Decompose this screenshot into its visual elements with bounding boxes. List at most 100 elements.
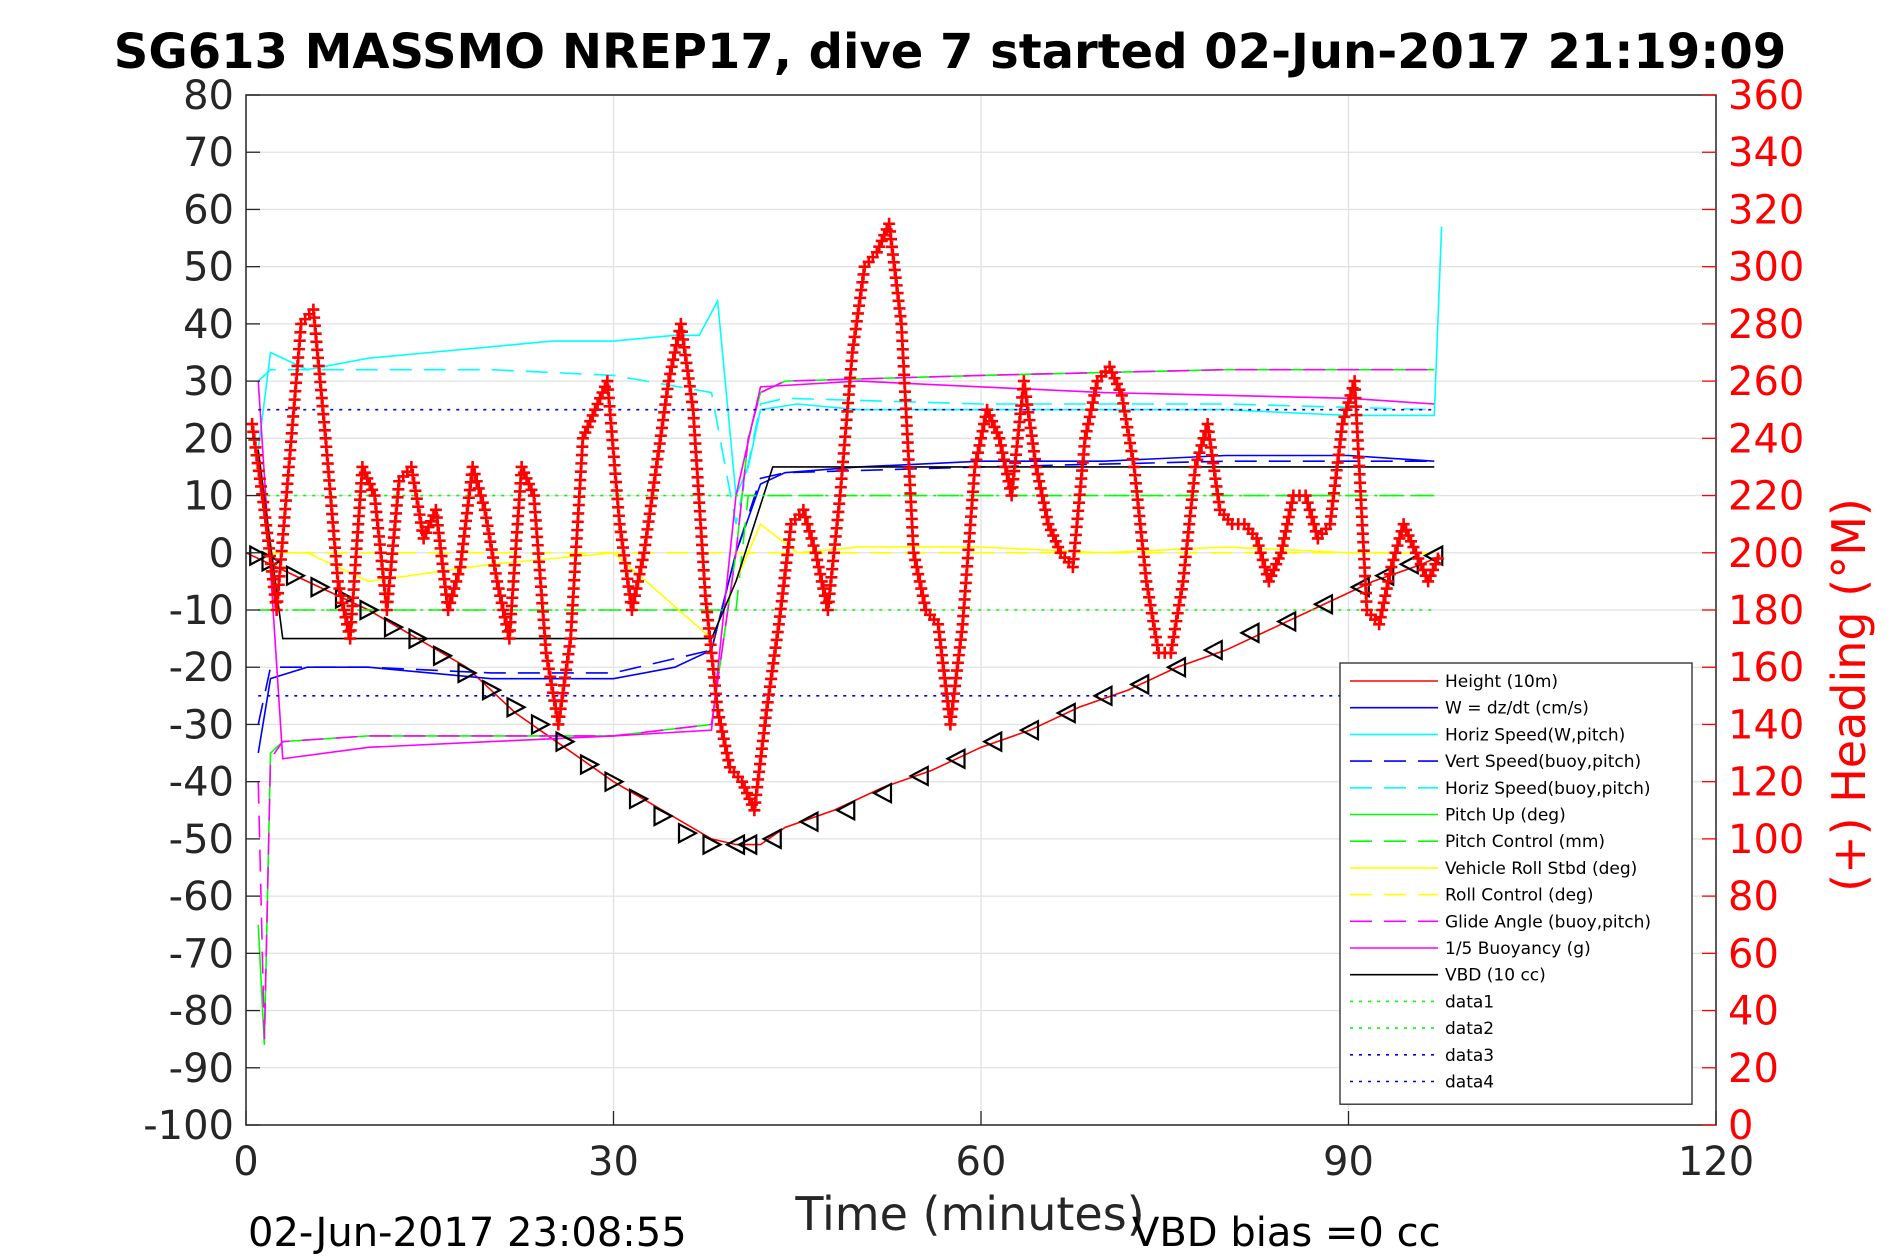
height-marker	[1239, 622, 1260, 644]
heading-marker	[1346, 382, 1359, 395]
y-right-tick-label: 60	[1728, 931, 1779, 977]
series-line	[257, 454, 1435, 754]
heading-marker	[481, 519, 494, 532]
heading-marker	[1108, 372, 1121, 385]
series-lines	[245, 226, 1443, 1045]
height-marker	[761, 828, 782, 850]
heading-marker	[591, 398, 604, 410]
heading-marker	[1103, 360, 1116, 373]
y-left-tick-label: 50	[183, 245, 234, 291]
heading-marker	[405, 460, 418, 473]
heading-marker	[1307, 518, 1320, 531]
y-left-tick-label: 40	[183, 302, 234, 348]
heading-marker	[875, 234, 888, 247]
heading-marker	[1256, 553, 1269, 566]
x-axis-label: Time (minutes)	[794, 1187, 1144, 1241]
heading-marker	[1080, 425, 1093, 438]
heading-marker	[1141, 583, 1154, 596]
height-markers	[249, 544, 1444, 856]
height-marker	[249, 544, 270, 567]
height-marker	[530, 713, 552, 736]
height-marker	[653, 805, 674, 827]
heading-marker	[1404, 535, 1417, 548]
heading-marker	[1338, 410, 1351, 423]
heading-marker	[1407, 541, 1420, 554]
heading-marker	[1276, 539, 1289, 552]
heading-marker	[1171, 607, 1184, 620]
heading-marker	[1197, 432, 1210, 445]
heading-marker	[986, 415, 999, 428]
heading-marker	[495, 596, 508, 609]
heading-marker	[1342, 396, 1355, 409]
legend-label: data1	[1445, 992, 1494, 1012]
heading-marker	[633, 568, 646, 581]
heading-marker	[584, 415, 597, 428]
heading-marker	[420, 526, 433, 539]
heading-marker	[983, 409, 996, 422]
y-left-tick-label: 10	[183, 474, 234, 520]
heading-marker	[1124, 437, 1137, 450]
heading-marker	[1412, 552, 1425, 565]
heading-marker	[738, 781, 751, 794]
heading-marker	[1382, 575, 1395, 588]
heading-marker	[630, 582, 643, 595]
heading-marker	[414, 516, 427, 529]
legend-label: Height (10m)	[1445, 672, 1558, 692]
heading-marker	[410, 492, 423, 505]
heading-marker	[1047, 529, 1060, 542]
legend-label: 1/5 Buoyancy (g)	[1445, 939, 1591, 959]
heading-marker	[520, 472, 533, 485]
heading-marker	[478, 503, 491, 516]
height-marker	[908, 765, 929, 787]
height-marker	[1165, 656, 1187, 679]
x-tick-label: 0	[233, 1139, 258, 1185]
heading-marker	[625, 604, 638, 616]
y-right-tick-label: 80	[1728, 874, 1779, 920]
height-marker	[1092, 685, 1113, 707]
legend-label: Roll Control (deg)	[1445, 886, 1593, 906]
heading-marker	[442, 604, 455, 616]
heading-marker	[711, 704, 724, 717]
y-right-tick-label: 220	[1728, 474, 1804, 520]
heading-marker	[627, 596, 640, 609]
heading-marker	[497, 604, 510, 616]
heading-marker	[814, 568, 827, 581]
heading-marker	[1052, 541, 1065, 554]
heading-marker	[1040, 511, 1053, 524]
heading-marker	[1373, 618, 1386, 631]
heading-marker	[1117, 397, 1130, 410]
heading-marker	[1379, 589, 1392, 602]
heading-marker	[489, 567, 502, 580]
legend-items: Height (10m) W = dz/dt (cm/s) Horiz Speed(…	[1350, 672, 1651, 1093]
heading-marker	[408, 476, 421, 489]
heading-marker	[446, 589, 459, 602]
heading-marker	[366, 483, 379, 496]
series-line	[245, 552, 1441, 846]
heading-marker	[717, 732, 730, 745]
legend-label: data2	[1445, 1019, 1494, 1039]
height-marker	[628, 788, 650, 810]
heading-marker	[576, 432, 589, 445]
heading-marker	[1125, 445, 1138, 458]
heading-marker	[492, 582, 505, 595]
heading-marker	[1170, 615, 1183, 628]
height-marker	[834, 799, 856, 822]
heading-marker	[665, 360, 678, 373]
y-left-tick-label: -100	[143, 1103, 234, 1149]
heading-marker	[412, 500, 425, 513]
heading-marker	[722, 754, 735, 767]
legend: Height (10m) W = dz/dt (cm/s) Horiz Speed(…	[1339, 662, 1693, 1105]
heading-marker	[996, 446, 1009, 459]
height-marker	[285, 564, 307, 587]
y-axis-right-ticks: 3603403203002802602402202001801601401201…	[1702, 73, 1804, 1149]
y-right-tick-label: 340	[1728, 130, 1804, 176]
y-right-tick-label: 100	[1728, 817, 1804, 863]
heading-marker	[1119, 413, 1132, 426]
y-left-tick-label: -20	[169, 645, 234, 691]
heading-marker	[1383, 568, 1396, 581]
heading-marker	[1118, 405, 1131, 418]
y-left-tick-label: 80	[183, 73, 234, 119]
height-marker	[798, 810, 819, 833]
heading-marker	[1036, 489, 1049, 502]
heading-marker	[488, 559, 501, 572]
